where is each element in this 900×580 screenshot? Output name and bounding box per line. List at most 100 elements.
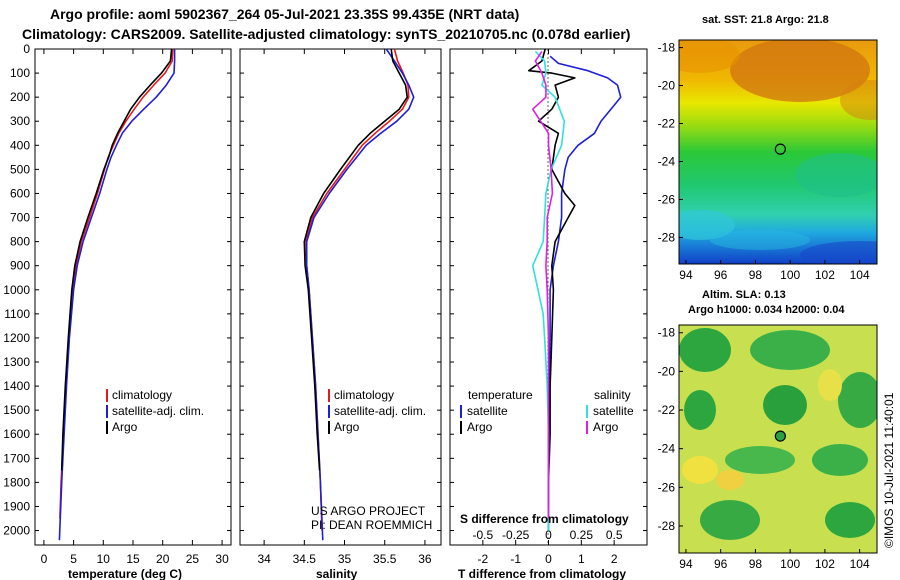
sst-map-panel: sat. SST: 21.8 Argo: 21.8 94 96 98 100 102 10… <box>658 14 878 282</box>
depth-tick-label: 200 <box>10 90 30 104</box>
map-x-tick-label: 102 <box>815 268 835 282</box>
s-tick-label: 0.5 <box>606 528 623 542</box>
x-tick-label: 20 <box>156 552 170 566</box>
map-x-tick-label: 94 <box>679 268 693 282</box>
legend-label-argo: Argo <box>334 420 360 434</box>
argo-location-marker <box>774 430 786 442</box>
sst-map-title: sat. SST: 21.8 Argo: 21.8 <box>702 14 829 26</box>
s-difference-label: S difference from climatology <box>460 512 629 526</box>
map-y-tick-label: -18 <box>658 41 676 55</box>
x-tick-label: -1 <box>510 552 521 566</box>
series-line-s-argo <box>531 50 554 519</box>
series-line-t-satellite <box>547 55 622 531</box>
salinity-x-label: salinity <box>316 567 358 580</box>
depth-tick-label: 1400 <box>3 379 30 393</box>
series-line-climatology <box>305 48 410 531</box>
x-tick-label: 15 <box>126 552 140 566</box>
depth-tick-label: 700 <box>10 211 30 225</box>
x-tick-label: 5 <box>70 552 77 566</box>
credit-text: ©IMOS 10-Jul-2021 11:40:01 <box>882 392 896 548</box>
salinity-legend: climatology satellite-adj. clim. Argo <box>328 388 426 434</box>
salinity-x-ticks: 34 34.5 35 35.5 36 <box>257 49 432 566</box>
sla-high-patch <box>716 470 744 490</box>
sla-low-patch <box>725 446 795 474</box>
legend-swatch-argo <box>106 421 108 434</box>
difference-legend: temperature salinity satellite Argo sate… <box>460 388 634 434</box>
x-tick-label: 25 <box>186 552 200 566</box>
legend-swatch-climatology <box>328 389 330 402</box>
map-y-tick-label: -24 <box>658 442 676 456</box>
difference-lines <box>527 48 622 531</box>
sla-low-patch <box>700 500 760 540</box>
legend-swatch-t-argo <box>460 421 462 434</box>
map-x-tick-label: 104 <box>850 557 870 571</box>
sla-low-patch <box>750 330 830 370</box>
map-y-tick-label: -28 <box>658 519 676 533</box>
sla-high-patch <box>682 456 718 484</box>
map-x-tick-label: 104 <box>850 268 870 282</box>
sla-map-panel: Altim. SLA: 0.13 Argo h1000: 0.034 h2000… <box>658 289 878 571</box>
map-x-tick-label: 98 <box>749 557 763 571</box>
map-y-tick-label: -26 <box>658 480 676 494</box>
depth-tick-label: 800 <box>10 235 30 249</box>
argo-location-marker <box>774 143 786 155</box>
series-line-s-satellite <box>531 50 566 531</box>
map-y-tick-label: -26 <box>658 192 676 206</box>
map-y-tick-label: -22 <box>658 117 676 131</box>
sst-warm-patch <box>730 40 870 102</box>
legend-label-s-satellite: satellite <box>593 404 634 418</box>
legend-label-t-satellite: satellite <box>467 404 508 418</box>
difference-x-ticks: -2 -1 0 1 2 <box>477 49 618 566</box>
series-line-climatology <box>59 48 174 519</box>
map-x-tick-label: 96 <box>714 557 728 571</box>
s-tick-label: 0.25 <box>570 528 594 542</box>
temperature-plot-frame <box>34 48 232 546</box>
sla-low-patch <box>679 328 731 372</box>
series-line-argo <box>303 48 409 471</box>
sla-low-patch <box>763 385 807 425</box>
difference-x-label: T difference from climatology <box>458 567 626 580</box>
legend-swatch-satellite <box>328 405 330 418</box>
sla-map-frame <box>678 324 878 554</box>
map-x-tick-label: 98 <box>749 268 763 282</box>
project-annotation-line-2: PI: DEAN ROEMMICH <box>311 518 432 532</box>
legend-label-t-argo: Argo <box>467 420 493 434</box>
sla-map-title: Altim. SLA: 0.13 <box>702 289 786 301</box>
depth-tick-label: 1200 <box>3 331 30 345</box>
map-y-tick-label: -28 <box>658 230 676 244</box>
x-tick-label: 34 <box>257 552 271 566</box>
project-annotation-line-1: US ARGO PROJECT <box>311 504 426 518</box>
map-x-tick-label: 94 <box>679 557 693 571</box>
depth-tick-label: 0 <box>23 42 30 56</box>
map-x-tick-label: 100 <box>780 557 800 571</box>
legend-swatch-satellite <box>106 405 108 418</box>
legend-swatch-t-satellite <box>460 405 462 418</box>
depth-tick-label: 1000 <box>3 283 30 297</box>
depth-tick-label: 2000 <box>3 524 30 538</box>
title-line-1: Argo profile: aoml 5902367_264 05-Jul-20… <box>50 6 519 22</box>
depth-tick-label: 1600 <box>3 427 30 441</box>
depth-tick-label: 300 <box>10 114 30 128</box>
difference-panel: -2 -1 0 1 2 -0.5 -0.25 0 0.25 0.5 T difference f… <box>449 48 648 580</box>
x-tick-label: 30 <box>215 552 229 566</box>
sst-cool-patch <box>679 210 735 240</box>
temperature-x-label: temperature (deg C) <box>68 567 182 580</box>
sla-map-x-ticks: 94 96 98 100 102 104 <box>679 549 870 571</box>
s-tick-label: 0 <box>545 528 552 542</box>
series-line-satellite-adj-clim- <box>58 49 176 541</box>
map-y-tick-label: -18 <box>658 326 676 340</box>
sst-warm-patch <box>840 80 877 120</box>
x-tick-label: 0 <box>41 552 48 566</box>
x-tick-label: 36 <box>418 552 432 566</box>
depth-tick-label: 900 <box>10 259 30 273</box>
legend-swatch-argo <box>328 421 330 434</box>
map-x-tick-label: 102 <box>815 557 835 571</box>
salinity-difference-ticks: -0.5 -0.25 0 0.25 0.5 <box>472 528 622 542</box>
sla-low-patch <box>684 390 716 430</box>
legend-label-climatology: climatology <box>112 388 172 402</box>
series-line-satellite-adj-clim- <box>305 48 415 541</box>
depth-tick-label: 1900 <box>3 499 30 513</box>
legend-label-satellite: satellite-adj. clim. <box>112 404 204 418</box>
x-tick-label: 34.5 <box>293 552 317 566</box>
